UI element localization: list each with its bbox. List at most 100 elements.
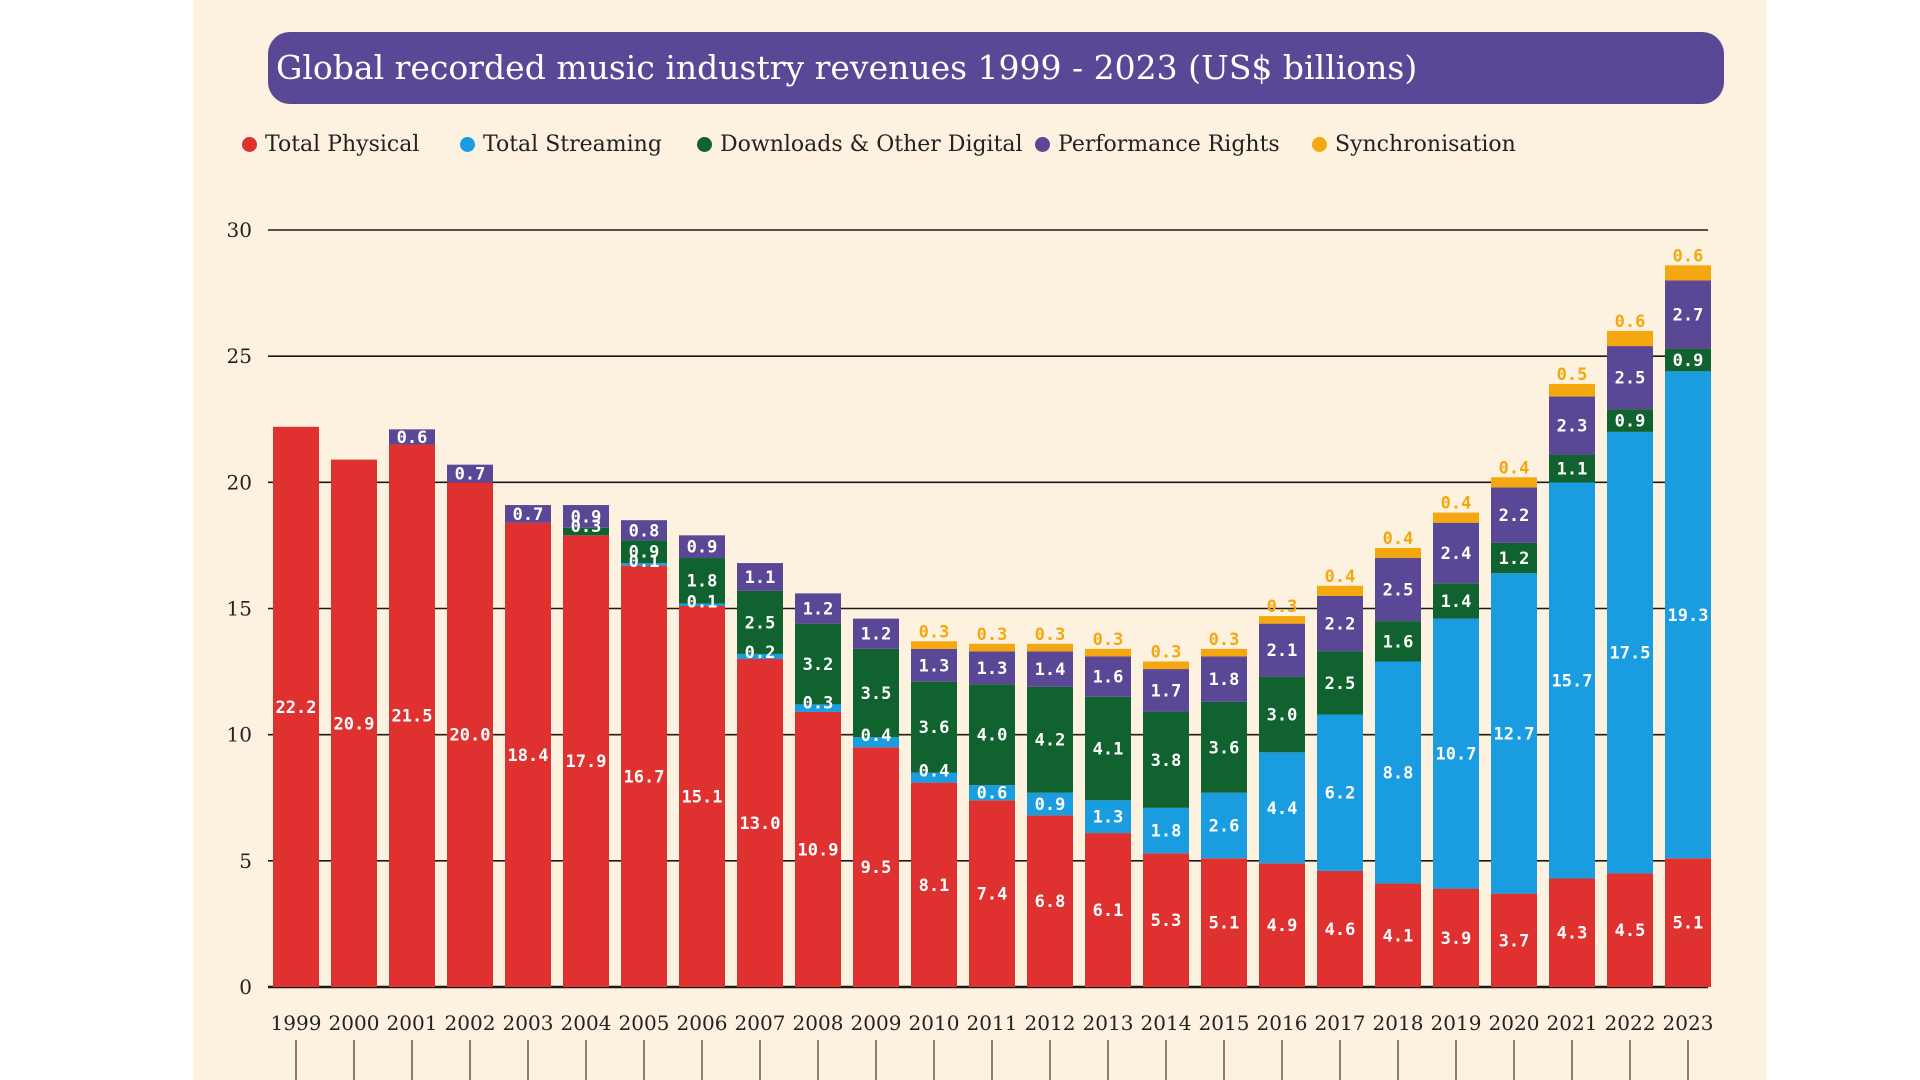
y-tick-label: 10 [227, 723, 252, 747]
legend-label: Performance Rights [1058, 131, 1280, 157]
bar-segment [505, 505, 551, 523]
bar-segment [505, 522, 551, 987]
bar-segment [1317, 595, 1363, 652]
bar-segment [621, 520, 667, 541]
bar-segment [1027, 815, 1073, 987]
bar-segment [1549, 383, 1595, 397]
bar-segment [911, 772, 957, 783]
data-label: 0.4 [919, 762, 950, 782]
bar-segment [1027, 651, 1073, 687]
bar-segment [1607, 330, 1653, 347]
bar-segment [1665, 265, 1711, 281]
data-label: 0.9 [571, 507, 602, 527]
bar-segment [795, 711, 841, 987]
x-tick-label: 2009 [851, 1011, 902, 1035]
legend-item: Performance Rights [1035, 129, 1280, 159]
bar-segment [911, 648, 957, 682]
data-label: 4.1 [1383, 926, 1414, 946]
bar-segment [737, 590, 783, 654]
bar-segment [331, 459, 377, 988]
x-tick-label: 2000 [329, 1011, 380, 1035]
data-label: 2.5 [745, 613, 776, 633]
bar-segment [1317, 651, 1363, 715]
bar-segment [795, 704, 841, 712]
data-label: 2.5 [1383, 581, 1414, 601]
data-label: 1.6 [1383, 632, 1414, 652]
bar-segment [1549, 396, 1595, 455]
x-tick-label: 2021 [1547, 1011, 1598, 1035]
data-label: 0.9 [629, 543, 660, 563]
bar-segment [1375, 558, 1421, 622]
bar-segment [853, 747, 899, 987]
data-label: 0.3 [1035, 625, 1066, 645]
data-label: 5.1 [1673, 914, 1704, 934]
bar-segment [1549, 454, 1595, 483]
bar-segment [1317, 870, 1363, 987]
bar-segment [389, 429, 435, 445]
legend-item: Total Physical [242, 129, 419, 159]
bar-segment [1665, 348, 1711, 372]
x-tick-label: 2004 [561, 1011, 612, 1035]
data-label: 9.5 [861, 858, 892, 878]
legend-swatch [697, 136, 712, 152]
legend-swatch [1312, 136, 1327, 152]
bar-segment [795, 623, 841, 705]
bar-segment [853, 618, 899, 649]
data-label: 8.1 [919, 876, 950, 896]
bar-segment [1143, 807, 1189, 854]
bar-segment [1259, 752, 1305, 864]
data-label: 15.1 [682, 787, 723, 807]
bar-segment [1143, 669, 1189, 712]
data-label: 0.7 [455, 465, 486, 485]
bar-segment [1027, 643, 1073, 652]
bar-segment [911, 641, 957, 649]
x-tick-label: 2015 [1199, 1011, 1250, 1035]
x-tick-label: 2007 [735, 1011, 786, 1035]
bar-segment [1491, 893, 1537, 987]
legend-item: Downloads & Other Digital [697, 129, 1023, 159]
x-tick-label: 2005 [619, 1011, 670, 1035]
x-tick-label: 2018 [1373, 1011, 1424, 1035]
data-label: 3.5 [861, 684, 892, 704]
bar-segment [1027, 686, 1073, 793]
data-label: 20.9 [334, 714, 375, 734]
x-tick-label: 1999 [271, 1011, 322, 1035]
bar-segment [1549, 482, 1595, 879]
data-label: 10.7 [1436, 745, 1477, 765]
bar-segment [1143, 853, 1189, 987]
bar-segment [1259, 863, 1305, 987]
bar-segment [679, 535, 725, 559]
data-label: 19.3 [1668, 606, 1709, 626]
y-tick-label: 5 [239, 849, 252, 873]
data-label: 2.1 [1267, 641, 1298, 661]
data-label: 0.9 [1615, 412, 1646, 432]
data-label: 0.9 [1673, 351, 1704, 371]
x-tick-label: 2003 [503, 1011, 554, 1035]
bar-segment [969, 651, 1015, 685]
y-tick-label: 20 [227, 470, 252, 494]
data-label: 0.9 [687, 538, 718, 558]
bar-segment [1259, 676, 1305, 753]
data-label: 1.1 [745, 568, 776, 588]
bar-segment [1259, 616, 1305, 624]
bar-segment [1607, 873, 1653, 987]
data-label: 2.7 [1673, 306, 1704, 326]
data-label: 0.3 [803, 693, 834, 713]
bar-segment [1143, 711, 1189, 808]
data-label: 1.2 [861, 625, 892, 645]
bar-segment [389, 444, 435, 987]
data-label: 0.3 [977, 625, 1008, 645]
bar-segment [1433, 512, 1479, 523]
bar-segment [737, 653, 783, 659]
data-label: 10.9 [798, 840, 839, 860]
bar-segment [737, 563, 783, 591]
data-label: 0.1 [687, 592, 718, 612]
data-label: 0.7 [513, 505, 544, 525]
x-tick-label: 2006 [677, 1011, 728, 1035]
legend-item: Total Streaming [460, 129, 662, 159]
data-label: 0.3 [919, 622, 950, 642]
data-label: 4.9 [1267, 916, 1298, 936]
data-label: 4.6 [1325, 920, 1356, 940]
bar-segment [1259, 623, 1305, 677]
data-label: 6.1 [1093, 901, 1124, 921]
